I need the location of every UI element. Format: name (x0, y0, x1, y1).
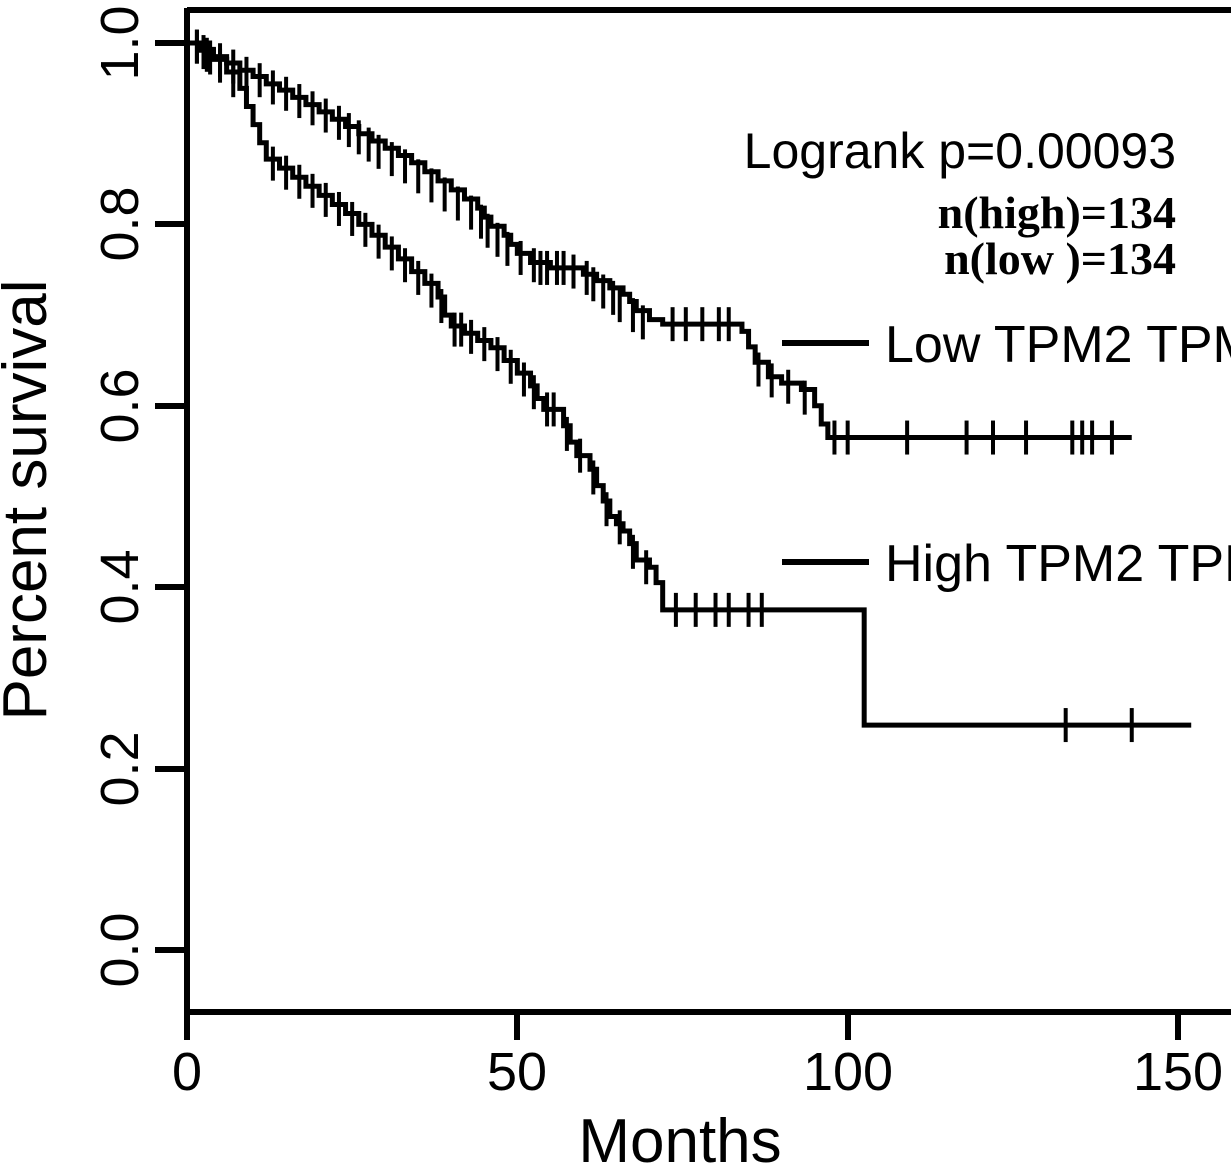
y-tick-label-0.8: 0.8 (90, 186, 150, 261)
y-tick-label-0.2: 0.2 (90, 731, 150, 806)
y-tick-label-1.0: 1.0 (90, 5, 150, 80)
x-tick-label-150: 150 (1133, 1042, 1223, 1102)
logrank-p-value: Logrank p=0.00093 (744, 123, 1176, 179)
kaplan-meier-figure: 1.0 0.8 0.6 0.4 0.2 0.0 Percent survival… (0, 0, 1231, 1172)
n-low-label: n(low )=134 (944, 233, 1176, 284)
survival-plot-svg: 1.0 0.8 0.6 0.4 0.2 0.0 Percent survival… (0, 0, 1231, 1172)
y-tick-label-0.0: 0.0 (90, 912, 150, 987)
x-tick-label-0: 0 (172, 1042, 202, 1102)
legend-label-high: High TPM2 TPM (885, 535, 1231, 593)
y-axis-title: Percent survival (0, 279, 60, 720)
x-axis-title: Months (578, 1107, 781, 1172)
x-tick-label-50: 50 (487, 1042, 547, 1102)
n-high-label: n(high)=134 (938, 187, 1176, 238)
legend-label-low: Low TPM2 TPM (885, 316, 1231, 374)
y-tick-label-0.4: 0.4 (90, 549, 150, 624)
x-tick-label-100: 100 (803, 1042, 893, 1102)
y-tick-label-0.6: 0.6 (90, 368, 150, 443)
